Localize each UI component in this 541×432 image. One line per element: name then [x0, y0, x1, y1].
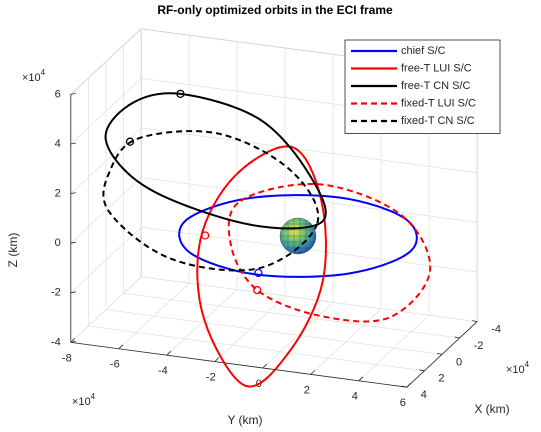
- z-tick-label: 6: [55, 88, 61, 100]
- chart-title: RF-only optimized orbits in the ECI fram…: [157, 3, 393, 17]
- multiplier-exponent: 4: [41, 68, 46, 77]
- y-tick-label: -2: [206, 372, 216, 384]
- multiplier-base: ×10: [72, 396, 91, 408]
- y-tick-label: 2: [304, 384, 310, 396]
- legend-label: chief S/C: [401, 45, 446, 57]
- y-tick-label: 6: [400, 397, 406, 409]
- z-tick-label: 0: [55, 237, 61, 249]
- z-axis-label: Z (km): [6, 233, 20, 268]
- legend-label: free-T CN S/C: [401, 80, 471, 92]
- x-tick-label: -4: [491, 324, 501, 336]
- y-axis-label: Y (km): [227, 413, 262, 427]
- legend-label: fixed-T LUI S/C: [401, 97, 476, 109]
- chart: RF-only optimized orbits in the ECI fram…: [0, 0, 541, 432]
- legend: chief S/C free-T LUI S/C free-T CN S/C fixe…: [345, 40, 500, 134]
- y-tick-label: -8: [62, 352, 72, 364]
- multiplier-exponent: 4: [525, 360, 530, 369]
- z-tick-label: -4: [51, 336, 61, 348]
- x-tick-label: -2: [474, 340, 484, 352]
- legend-label: free-T LUI S/C: [401, 62, 472, 74]
- z-tick-label: 4: [55, 138, 61, 150]
- legend-label: fixed-T CN S/C: [401, 115, 475, 127]
- multiplier-exponent: 4: [91, 392, 96, 401]
- x-axis-label: X (km): [474, 402, 509, 416]
- y-tick-label: -4: [158, 365, 168, 377]
- x-tick-label: 4: [421, 389, 427, 401]
- x-tick-label: 2: [438, 373, 444, 385]
- x-tick-label: 0: [456, 356, 462, 368]
- y-tick-label: 4: [352, 391, 358, 403]
- multiplier-base: ×10: [506, 364, 525, 376]
- page: {"chart_data": { "type": "line3d", "titl…: [0, 0, 541, 432]
- y-tick-label: -6: [110, 359, 120, 371]
- z-tick-label: -2: [51, 287, 61, 299]
- multiplier-base: ×10: [22, 72, 41, 84]
- z-tick-label: 2: [55, 188, 61, 200]
